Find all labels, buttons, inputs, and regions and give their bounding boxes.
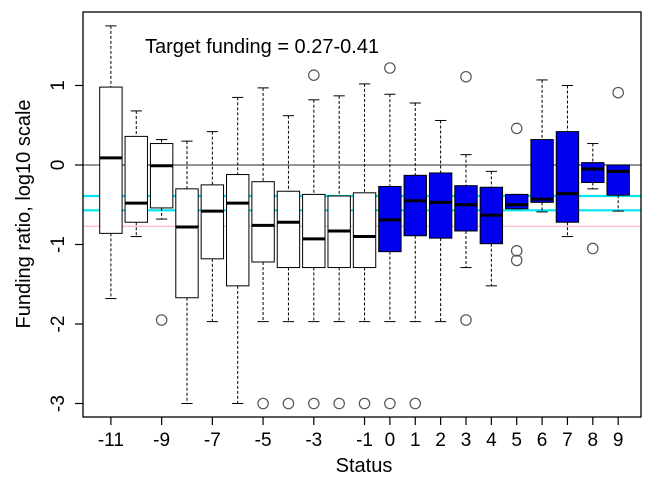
box-status-8 [581, 143, 605, 255]
outlier-point [333, 397, 345, 410]
x-tick-label: 0 [385, 430, 396, 451]
box-iqr [149, 143, 174, 209]
x-tick-label: 5 [511, 430, 522, 451]
y-tick-label: 1 [48, 80, 69, 91]
outlier-point [308, 397, 320, 410]
box-status--6 [226, 96, 250, 404]
box-status-6 [530, 79, 554, 213]
x-tick-label: 7 [562, 430, 573, 451]
y-tick-label: -2 [48, 316, 69, 333]
outlier-point [460, 70, 472, 83]
box-iqr [276, 190, 301, 269]
y-axis: 1 0 -1 -2 -3 [48, 80, 83, 412]
box-iqr [581, 162, 605, 183]
box-status-9 [606, 86, 630, 212]
x-tick-label: -9 [153, 430, 170, 451]
x-tick-label: -11 [98, 430, 124, 451]
outlier-point [384, 62, 396, 74]
outlier-point [308, 69, 320, 81]
x-tick-label: 6 [537, 430, 548, 451]
box-iqr [530, 139, 554, 203]
box-iqr [555, 131, 580, 223]
outlier-point [384, 397, 396, 410]
y-axis-title: Funding ratio, log10 scale [13, 99, 35, 328]
box-status--9 [149, 139, 174, 326]
y-tick-label: 0 [48, 160, 69, 171]
box-iqr [99, 86, 123, 234]
box-iqr [428, 172, 453, 239]
x-tick-label: 2 [435, 430, 446, 451]
y-tick-label: -1 [48, 236, 69, 253]
x-tick-label: -3 [305, 430, 322, 451]
x-tick-label: -1 [356, 430, 373, 451]
x-tick-label: 8 [588, 430, 599, 451]
box-status--3 [302, 69, 326, 410]
box-status-5 [505, 122, 529, 267]
outlier-point [257, 397, 269, 410]
outlier-point [510, 245, 523, 257]
box-status-0 [378, 62, 402, 410]
box-iqr [175, 188, 199, 299]
box-iqr [226, 174, 250, 287]
target-funding-annotation: Target funding = 0.27-0.41 [145, 36, 379, 58]
box-series [99, 25, 630, 410]
outlier-point [409, 397, 422, 410]
outlier-point [460, 314, 472, 326]
box-status--8 [175, 140, 199, 404]
x-tick-label: -5 [255, 430, 272, 451]
box-iqr [454, 185, 478, 232]
box-status-7 [555, 85, 580, 238]
box-status--10 [124, 110, 148, 238]
box-iqr [606, 164, 630, 196]
box-status--11 [99, 25, 123, 300]
box-status--4 [276, 115, 301, 410]
box-status--7 [200, 131, 225, 323]
box-iqr [124, 135, 148, 223]
box-status-1 [403, 102, 427, 410]
box-iqr [200, 184, 225, 260]
y-tick-label: -3 [48, 395, 69, 412]
box-status--1 [352, 83, 377, 410]
x-tick-label: -7 [204, 430, 221, 451]
x-tick-label: 4 [486, 430, 497, 451]
box-iqr [403, 174, 427, 237]
box-iqr [352, 192, 377, 269]
box-iqr [302, 193, 326, 269]
box-status-4 [479, 170, 504, 287]
x-tick-label: 3 [461, 430, 472, 451]
box-status--5 [251, 87, 275, 410]
box-status-3 [454, 70, 478, 326]
outlier-point [612, 86, 624, 99]
outlier-point [358, 397, 371, 410]
outlier-point [587, 242, 599, 255]
outlier-point [510, 122, 523, 135]
outlier-point [282, 397, 295, 410]
x-tick-label: 1 [410, 430, 421, 451]
plot-frame [82, 11, 642, 418]
x-axis: -11 -9 -7 -5 -3 -1 0 1 2 3 4 5 6 7 8 9 [98, 417, 624, 451]
outlier-point [155, 314, 168, 326]
x-axis-title: Status [336, 455, 393, 477]
box-status-2 [428, 119, 453, 323]
outlier-point [510, 254, 523, 267]
box-iqr [505, 193, 529, 210]
box-status--2 [327, 95, 351, 410]
box-iqr [251, 181, 275, 263]
x-tick-label: 9 [613, 430, 624, 451]
